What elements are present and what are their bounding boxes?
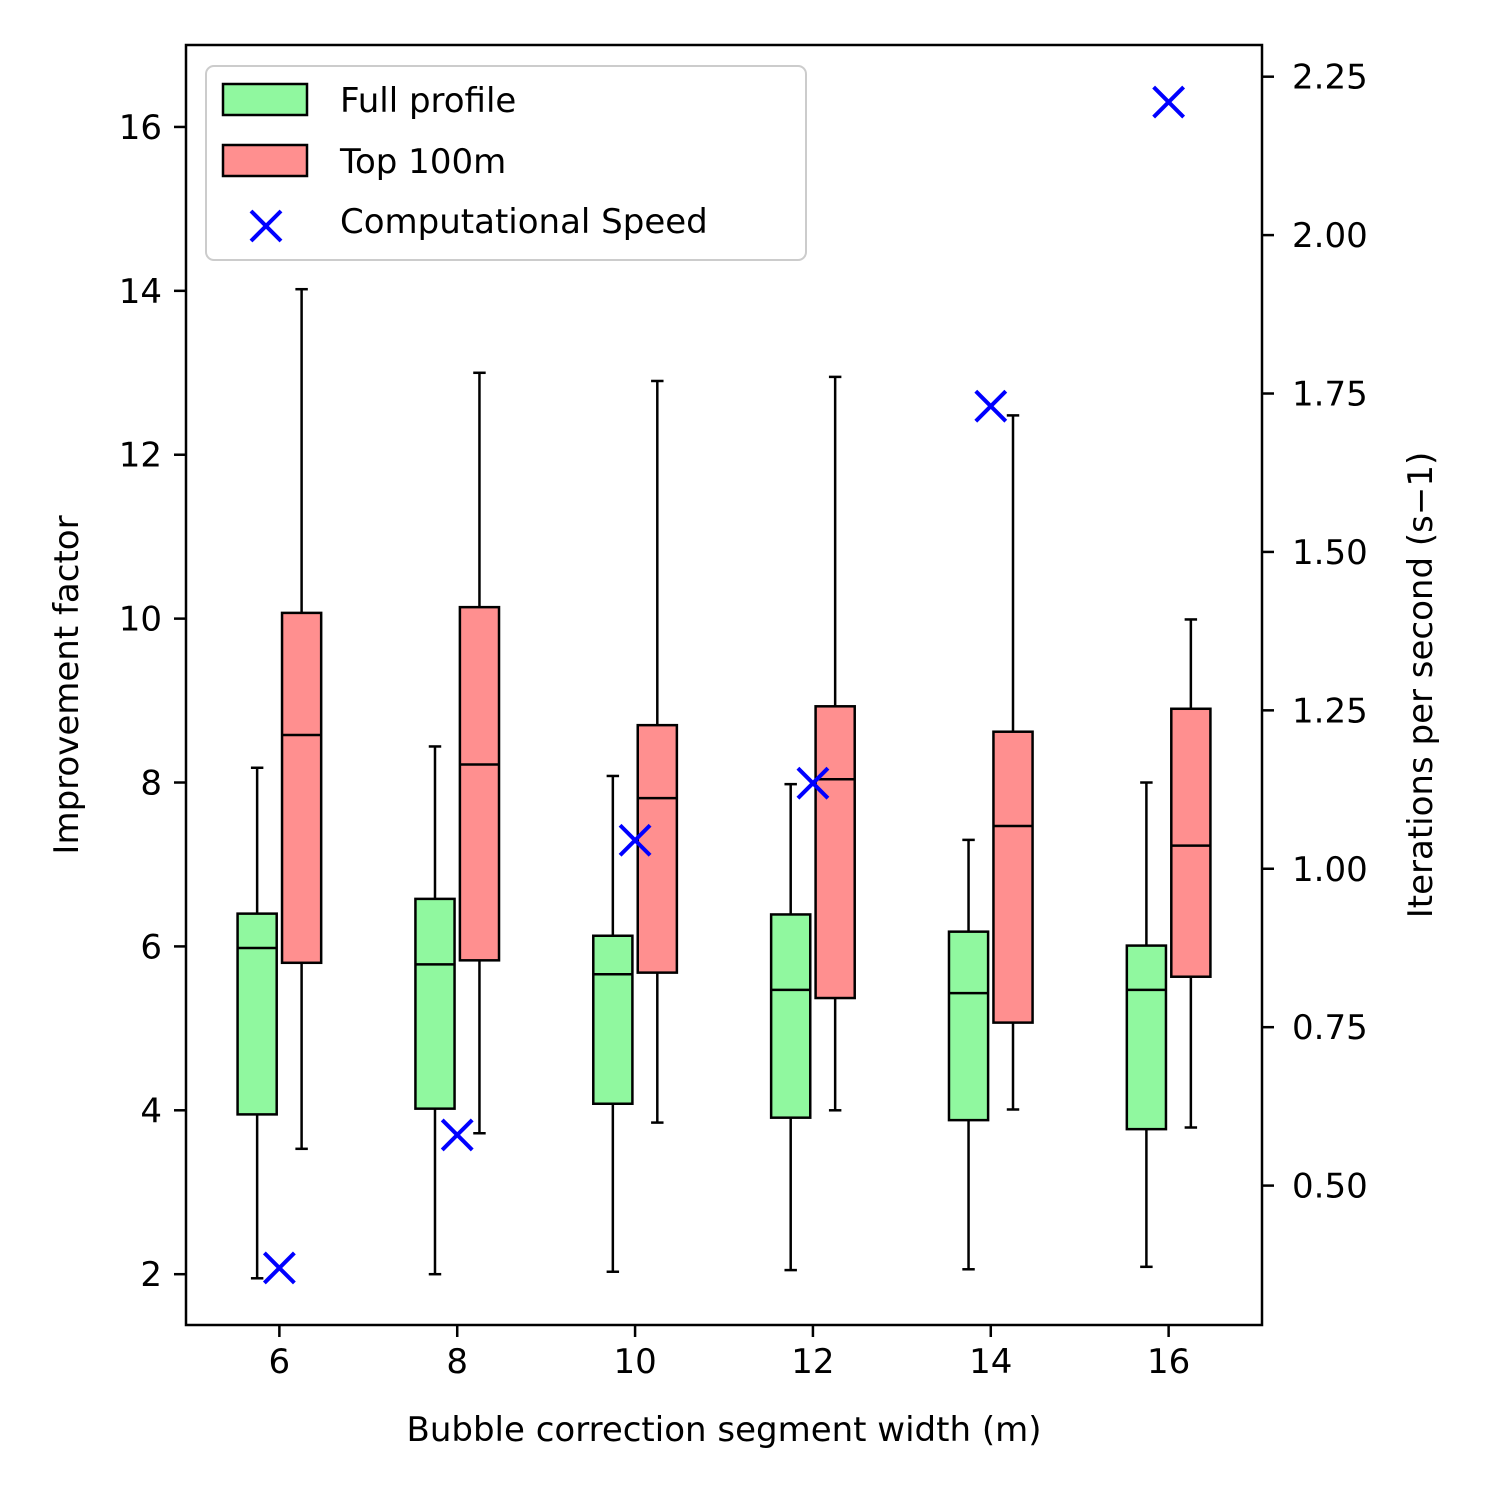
legend-label-full-profile: Full profile [340,81,516,121]
box-iqr [592,934,634,1105]
marker-stroke [974,389,1008,423]
x-tick-label-8: 8 [446,1342,468,1382]
box-iqr [947,930,990,1122]
marker-stroke [796,766,830,800]
marker-stroke [262,1251,296,1285]
speed-marker-12 [796,766,830,800]
y2-tick-label-2.00: 2.00 [1292,216,1368,256]
speed-marker-10 [618,823,652,857]
y-tick-label-6: 6 [140,927,162,967]
y-tick-label-14: 14 [119,272,162,312]
y-tick-label-12: 12 [119,436,162,476]
y2-tick-label-0.50: 0.50 [1292,1167,1368,1207]
legend-marker-x-icon [249,209,283,243]
y-tick-label-4: 4 [140,1091,162,1131]
speed-marker-16 [1152,85,1186,119]
box-iqr [236,912,278,1116]
box-iqr [1170,707,1212,978]
box-top-100m-10 [636,379,679,1124]
legend-swatch-full-profile [221,82,309,117]
box-iqr [280,611,323,965]
box-top-100m-14 [992,414,1034,1111]
speed-marker-14 [974,389,1008,423]
x-axis-label: Bubble correction segment width (m) [407,1410,1042,1450]
box-full-profile-14 [947,838,990,1271]
plot-frame [184,43,1264,1327]
box-iqr [992,730,1034,1024]
speed-marker-6 [262,1251,296,1285]
y2-axis-label: Iterations per second (s−1) [1401,452,1441,918]
y2-tick-label-1.75: 1.75 [1292,375,1368,415]
box-top-100m-6 [280,287,323,1151]
x-tick-label-6: 6 [269,1342,291,1382]
y-tick-label-10: 10 [119,600,162,640]
box-full-profile-12 [769,782,812,1272]
box-iqr [769,913,812,1119]
marker-stroke [618,823,652,857]
legend-label-computational-speed: Computational Speed [340,202,708,242]
box-full-profile-8 [414,745,456,1276]
box-full-profile-6 [236,766,278,1280]
x-tick-label-10: 10 [613,1342,656,1382]
box-full-profile-16 [1125,781,1168,1269]
marker-stroke [440,1118,474,1152]
y2-tick-label-1.50: 1.50 [1292,533,1368,573]
x-tick-label-12: 12 [791,1342,834,1382]
y2-tick-label-0.75: 0.75 [1292,1008,1368,1048]
y-axis-label: Improvement factor [47,515,87,854]
box-top-100m-16 [1170,618,1212,1129]
y2-tick-label-2.25: 2.25 [1292,58,1368,98]
y-tick-label-2: 2 [140,1255,162,1295]
y2-tick-label-1.25: 1.25 [1292,691,1368,731]
plot-area [236,85,1212,1285]
box-iqr [414,897,456,1110]
legend-swatch-top-100m [221,143,309,178]
box-top-100m-8 [458,371,501,1135]
box-iqr [636,723,679,974]
box-iqr [1125,944,1168,1131]
box-iqr [458,605,501,962]
legend-label-top-100m: Top 100m [339,142,506,182]
x-tick-label-14: 14 [969,1342,1012,1382]
box-full-profile-10 [592,774,634,1273]
y-tick-label-16: 16 [119,108,162,148]
legend: Full profile Top 100m Computational Spee… [205,65,807,261]
box-iqr [814,705,856,1000]
y2-tick-label-1.00: 1.00 [1292,850,1368,890]
x-tick-label-16: 16 [1147,1342,1190,1382]
marker-stroke [1152,85,1186,119]
speed-marker-8 [440,1118,474,1152]
box-top-100m-12 [814,375,856,1112]
y-tick-label-8: 8 [140,764,162,804]
legend-frame [205,65,807,261]
axes: 6 8 10 12 14 16 2 4 6 8 10 12 14 16 0.50 0.75 1.00 1.25 1.… [119,58,1368,1382]
